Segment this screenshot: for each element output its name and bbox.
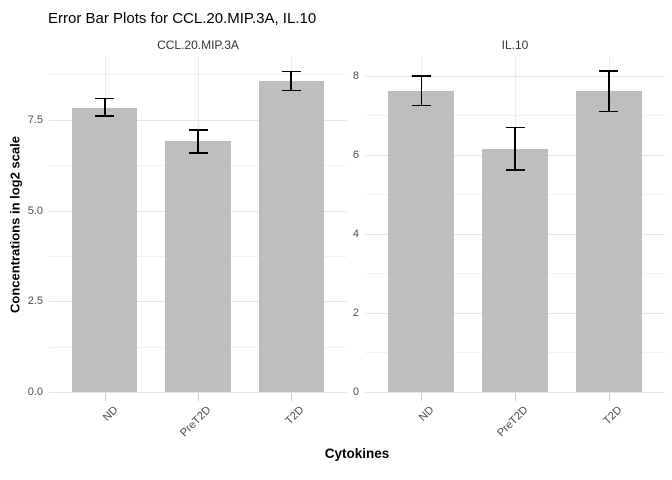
facet-label-ccl20mip3a: CCL.20.MIP.3A <box>157 38 239 52</box>
error-bar-line <box>420 75 422 106</box>
x-tick-mark <box>515 393 516 401</box>
x-tick-label: PreT2D <box>178 404 214 440</box>
y-tick-label: 0 <box>352 386 359 398</box>
bar <box>72 108 138 392</box>
error-bar-cap <box>281 89 301 92</box>
x-tick-label: T2D <box>601 404 625 428</box>
x-tick-label: T2D <box>283 404 307 428</box>
error-bar-cap <box>411 75 431 77</box>
bar <box>575 90 642 392</box>
y-tick-label: 4 <box>352 227 359 240</box>
y-tick-label: 8 <box>352 69 359 82</box>
error-bar-cap <box>188 129 208 131</box>
gridline-major <box>49 392 347 393</box>
error-bar-line <box>290 71 292 91</box>
y-tick-label: 7.5 <box>27 113 43 126</box>
y-tick-label: 2.5 <box>27 295 43 308</box>
x-tick-mark <box>608 393 610 401</box>
x-tick-mark <box>291 393 293 401</box>
bar <box>388 90 455 392</box>
y-tick-label: 2 <box>352 306 359 319</box>
x-tick-mark <box>198 393 199 401</box>
error-bar-line <box>514 127 516 170</box>
error-bar-cap <box>281 70 301 73</box>
facet-panel-il10: 0 2 4 6 8 ND PreT2D T2D <box>353 57 665 439</box>
bar <box>165 140 231 392</box>
error-bar-cap <box>95 115 115 117</box>
x-tick-label: ND <box>100 404 121 424</box>
x-tick-mark <box>104 393 106 401</box>
error-bar-cap <box>599 110 619 113</box>
chart-title: Error Bar Plots for CCL.20.MIP.3A, IL.10 <box>48 10 317 27</box>
y-tick-label: 0.0 <box>27 386 43 398</box>
facet-label-il10: IL.10 <box>501 38 529 52</box>
error-bar-cap <box>505 169 525 171</box>
error-bar-cap <box>411 104 431 107</box>
error-bar-line <box>197 129 199 153</box>
x-tick-label: ND <box>417 404 437 424</box>
facet-panel-ccl20mip3a: 0.0 2.5 5.0 7.5 ND PreT2D T2D <box>28 57 347 439</box>
y-tick-label: 5.0 <box>27 204 43 217</box>
error-bar-cap <box>599 70 619 72</box>
error-bar-cap <box>505 126 525 129</box>
gridline-major <box>365 392 665 393</box>
error-bar-line <box>104 98 106 116</box>
y-tick-label: 6 <box>352 148 359 161</box>
error-bar-cap <box>188 152 208 154</box>
x-tick-label: PreT2D <box>495 404 531 440</box>
x-tick-mark <box>421 393 423 401</box>
error-bar-line <box>608 71 610 112</box>
x-axis-title: Cytokines <box>324 446 390 461</box>
bar <box>258 80 324 392</box>
bar <box>482 148 548 392</box>
error-bar-cap <box>95 97 115 100</box>
